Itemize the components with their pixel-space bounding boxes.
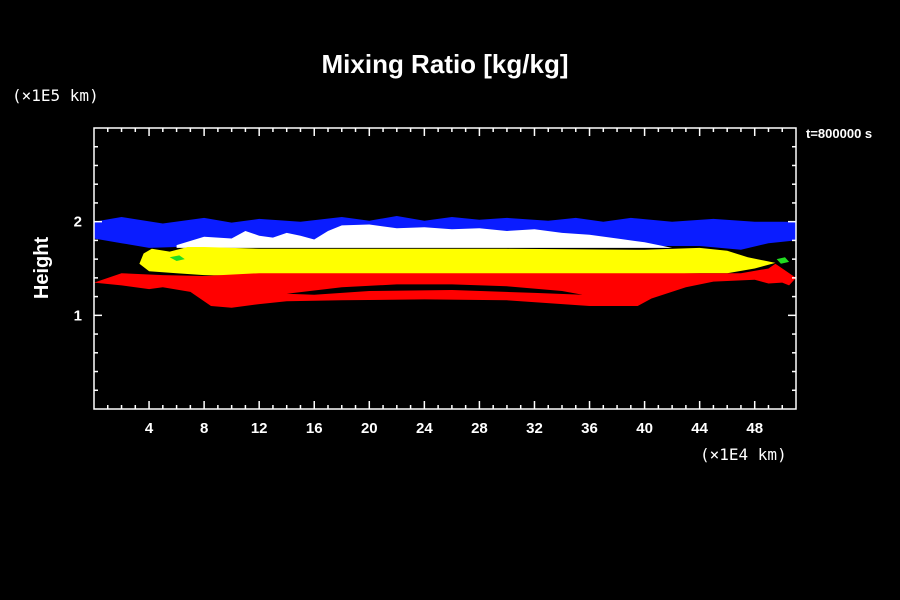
chart-title: Mixing Ratio [kg/kg]	[322, 49, 569, 79]
y-unit-label: (×1E5 km)	[12, 86, 99, 105]
y-tick-label: 2	[74, 214, 82, 231]
x-tick-label: 8	[200, 420, 208, 437]
x-tick-label: 32	[526, 420, 543, 437]
x-tick-label: 40	[636, 420, 653, 437]
layer-green-left	[169, 255, 185, 261]
y-axis-label: Height	[31, 237, 53, 300]
layer-black-streak	[286, 284, 583, 295]
x-unit-label: (×1E4 km)	[700, 445, 787, 464]
x-tick-label: 24	[416, 420, 433, 437]
x-tick-label: 16	[306, 420, 323, 437]
y-tick-label: 1	[74, 307, 82, 324]
x-tick-label: 48	[746, 420, 763, 437]
plot-frame	[93, 127, 797, 410]
time-label: t=800000 s	[806, 126, 872, 141]
plot-layers	[94, 216, 796, 308]
layer-white	[176, 224, 673, 248]
x-tick-label: 20	[361, 420, 378, 437]
x-tick-label: 36	[581, 420, 598, 437]
layer-green-right	[776, 257, 790, 264]
layer-yellow	[139, 247, 776, 276]
x-tick-label: 44	[691, 420, 708, 437]
x-tick-label: 4	[145, 420, 154, 437]
x-tick-label: 28	[471, 420, 488, 437]
x-tick-label: 12	[251, 420, 268, 437]
